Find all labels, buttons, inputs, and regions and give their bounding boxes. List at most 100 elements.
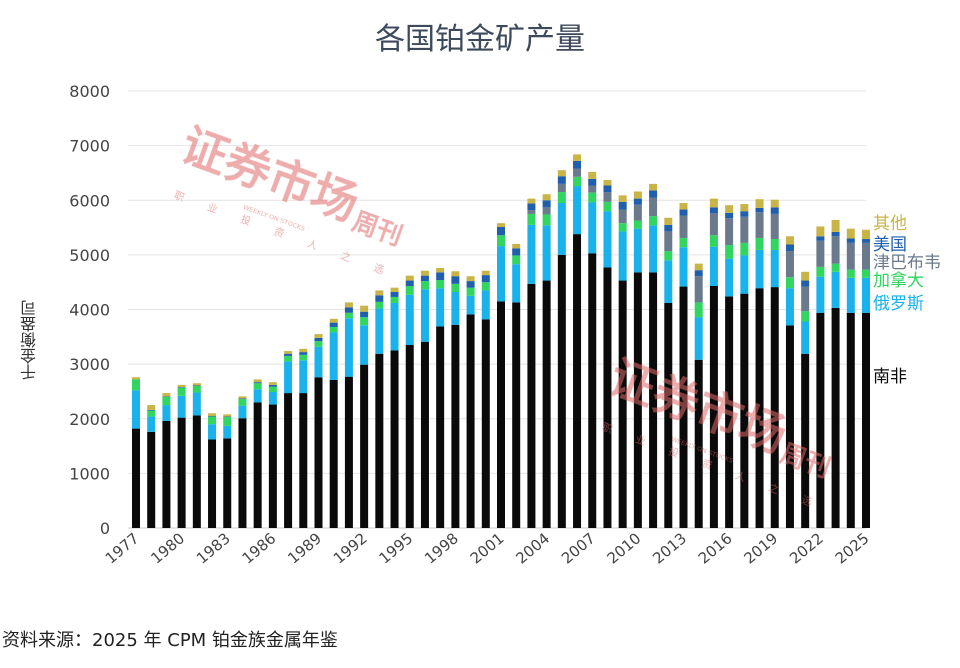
bar-segment (481, 319, 490, 528)
bar-segment (770, 239, 779, 250)
bar-segment (436, 272, 445, 281)
bar-segment (451, 271, 460, 277)
bar-segment (268, 386, 277, 392)
bar-segment (314, 346, 323, 378)
bar-segment (436, 280, 445, 289)
bar-segment (785, 288, 794, 326)
bar-segment (329, 318, 338, 323)
bar-segment (542, 225, 551, 281)
bar-segment (223, 414, 232, 417)
bar-segment (846, 242, 855, 270)
bar-segment (436, 267, 445, 273)
bar-segment (497, 223, 505, 228)
bar-segment (831, 271, 840, 308)
bar-segment (420, 341, 429, 528)
x-tick-label: 2016 (695, 529, 736, 567)
bar-segment (694, 276, 703, 303)
bar-segment (755, 199, 764, 208)
bar-segment (481, 270, 490, 276)
bar-segment (618, 223, 627, 232)
bar-segment (816, 312, 825, 528)
bar-segment (694, 359, 703, 528)
bar-segment (360, 317, 369, 326)
bar-segment (664, 217, 673, 225)
bar-segment (390, 350, 399, 528)
bar-segment (542, 194, 551, 201)
bar-segment (147, 410, 156, 417)
bar-segment (862, 269, 870, 278)
legend-item-canada: 加拿大 (873, 271, 924, 291)
bar-segment (162, 405, 171, 421)
bar-segment (177, 417, 186, 528)
y-tick-label: 4000 (69, 301, 110, 320)
bar-segment (542, 207, 551, 215)
bar-segment (831, 219, 840, 232)
bar-segment (527, 198, 536, 204)
bar-segment (299, 354, 308, 361)
bar-segment (846, 269, 855, 278)
bar-segment (208, 439, 217, 528)
bar-segment (618, 209, 627, 224)
bar-segment (360, 364, 369, 528)
bar-segment (314, 377, 323, 528)
bar-segment (785, 251, 794, 278)
bar-segment (831, 263, 840, 272)
bar-segment (694, 317, 703, 360)
bar-segment (862, 229, 870, 240)
bar-segment (390, 287, 399, 293)
bar-segment (314, 334, 323, 338)
bar-segment (831, 231, 840, 237)
bar-segment (740, 204, 749, 212)
x-tick-label: 2025 (832, 529, 873, 567)
bar-segment (147, 405, 156, 411)
bar-segment (512, 243, 521, 249)
bar-segment (603, 267, 612, 528)
bar-segment (816, 266, 825, 277)
bar-segment (618, 195, 627, 202)
bar-segment (725, 212, 734, 219)
bar-segment (177, 387, 186, 396)
bar-segment (694, 270, 703, 277)
bar-segment (618, 280, 627, 528)
bar-segment (223, 438, 232, 528)
bar-segment (664, 302, 673, 528)
bar-segment (785, 325, 794, 528)
bar-segment (770, 249, 779, 288)
bar-segment (573, 154, 582, 161)
bar-segment (603, 185, 612, 193)
bar-segment (436, 288, 445, 327)
bar-segment (299, 393, 308, 528)
bar-segment (192, 385, 201, 386)
bar-segment (268, 384, 277, 387)
bar-segment (375, 353, 384, 528)
bar-segment (603, 201, 612, 212)
bar-segment (132, 377, 140, 380)
bar-segment (132, 379, 140, 391)
bar-segment (390, 292, 399, 297)
bar-segment (466, 295, 475, 315)
bar-segment (846, 312, 855, 528)
bar-segment (420, 281, 429, 290)
bar-segment (709, 198, 718, 208)
bar-segment (466, 314, 475, 528)
bar-segment (603, 180, 612, 186)
bar-segment (405, 286, 414, 295)
bar-segment (405, 280, 414, 287)
bar-segment (801, 280, 810, 287)
bar-segment (177, 395, 186, 418)
bar-segment (329, 322, 338, 327)
bar-segment (223, 425, 232, 439)
bar-segment (375, 308, 384, 354)
bar-segment (192, 392, 201, 416)
bar-segment (588, 171, 597, 179)
x-tick-label: 1983 (193, 529, 234, 567)
bar-segment (299, 360, 308, 394)
bar-segment (694, 263, 703, 271)
bar-segment (192, 385, 201, 393)
x-tick-label: 1992 (330, 529, 371, 567)
bar-segment (360, 325, 369, 365)
bar-segment (755, 249, 764, 289)
bar-segment (527, 210, 536, 214)
bar-segment (208, 416, 217, 425)
